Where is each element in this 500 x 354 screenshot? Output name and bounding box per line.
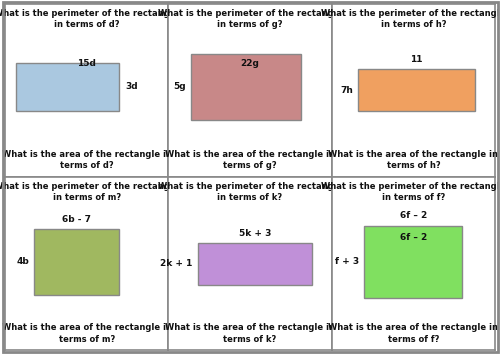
Text: 11: 11	[410, 55, 423, 64]
Text: What is the area of the rectangle in
terms of m?: What is the area of the rectangle in ter…	[2, 324, 172, 343]
Text: 7h: 7h	[340, 86, 353, 95]
Text: 5k + 3: 5k + 3	[238, 229, 271, 238]
Text: What is the perimeter of the rectangle
in terms of d?: What is the perimeter of the rectangle i…	[0, 9, 179, 29]
Text: 6f – 2: 6f – 2	[400, 233, 427, 241]
Text: What is the perimeter of the rectangle
in terms of g?: What is the perimeter of the rectangle i…	[158, 9, 342, 29]
Text: 2k + 1: 2k + 1	[160, 259, 193, 268]
Text: What is the area of the rectangle in
terms of k?: What is the area of the rectangle in ter…	[165, 324, 335, 343]
Bar	[198, 243, 312, 285]
Text: What is the area of the rectangle in
terms of d?: What is the area of the rectangle in ter…	[2, 150, 172, 170]
Text: 15d: 15d	[77, 59, 96, 68]
Bar	[358, 69, 476, 111]
Text: What is the area of the rectangle in
terms of f?: What is the area of the rectangle in ter…	[328, 324, 498, 343]
Text: f + 3: f + 3	[336, 257, 359, 267]
Text: What is the perimeter of the rectangle
in terms of f?: What is the perimeter of the rectangle i…	[321, 182, 500, 202]
Text: What is the perimeter of the rectangle
in terms of h?: What is the perimeter of the rectangle i…	[321, 9, 500, 29]
Text: 3d: 3d	[126, 82, 138, 91]
Bar	[34, 229, 119, 295]
Text: What is the area of the rectangle in
terms of g?: What is the area of the rectangle in ter…	[165, 150, 335, 170]
Text: What is the perimeter of the rectangle
in terms of m?: What is the perimeter of the rectangle i…	[0, 182, 179, 202]
Bar	[16, 63, 120, 111]
Text: What is the perimeter of the rectangle
in terms of k?: What is the perimeter of the rectangle i…	[158, 182, 342, 202]
Text: What is the area of the rectangle in
terms of h?: What is the area of the rectangle in ter…	[328, 150, 498, 170]
Text: 6f – 2: 6f – 2	[400, 211, 427, 220]
Text: 22g: 22g	[240, 59, 260, 68]
Bar	[191, 54, 300, 120]
Bar	[364, 225, 462, 298]
Text: 5g: 5g	[174, 82, 186, 91]
Text: 6b - 7: 6b - 7	[62, 215, 92, 224]
Text: 4b: 4b	[17, 257, 29, 267]
